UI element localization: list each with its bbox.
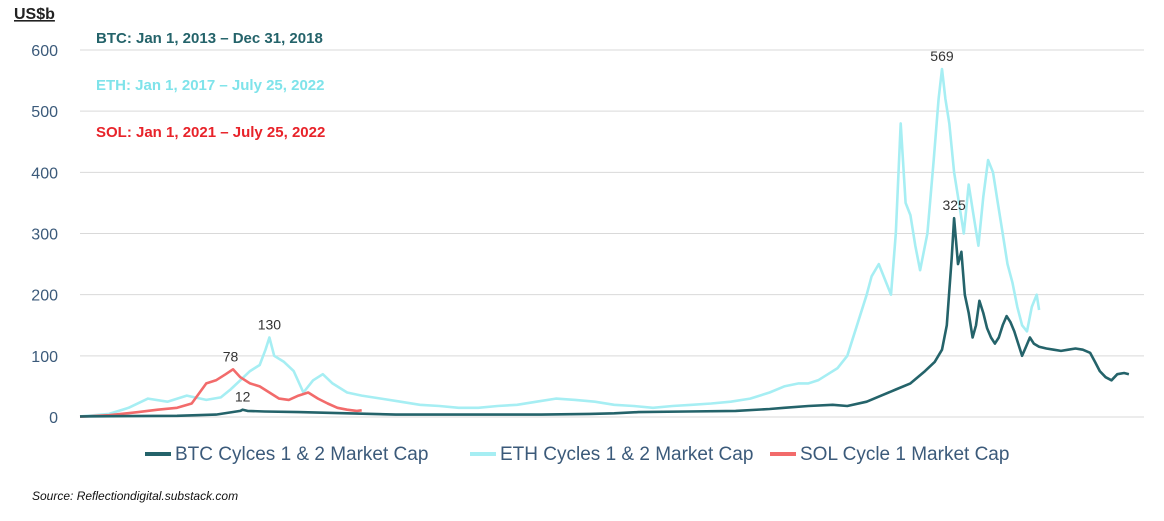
y-tick-label: 100 — [31, 349, 58, 366]
legend: BTC Cylces 1 & 2 Market Cap ETH Cycles 1 … — [145, 444, 1009, 465]
legend-label: SOL Cycle 1 Market Cap — [800, 444, 1009, 465]
y-tick-label: 500 — [31, 104, 58, 121]
series-line — [79, 67, 1041, 418]
annotation-text: BTC: Jan 1, 2013 – Dec 31, 2018 — [96, 30, 323, 47]
series-line — [79, 216, 1130, 418]
y-tick-label: 0 — [49, 410, 58, 427]
legend-label: BTC Cylces 1 & 2 Market Cap — [175, 444, 428, 465]
y-tick-label: 400 — [31, 165, 58, 182]
peak-labels: 569 325 130 78 12 — [223, 48, 966, 405]
y-tick-label: 600 — [31, 43, 58, 60]
series-line — [79, 368, 362, 418]
peak-label: 78 — [223, 348, 239, 364]
y-tick-label: 200 — [31, 288, 58, 305]
y-tick-label: 300 — [31, 227, 58, 244]
annotation-text: SOL: Jan 1, 2021 – July 25, 2022 — [96, 124, 325, 141]
peak-label: 325 — [942, 197, 966, 213]
annotation-text: ETH: Jan 1, 2017 – July 25, 2022 — [96, 77, 324, 94]
annotations: BTC: Jan 1, 2013 – Dec 31, 2018 ETH: Jan … — [96, 30, 325, 141]
legend-label: ETH Cycles 1 & 2 Market Cap — [500, 444, 753, 465]
y-tick-labels: 0 100 200 300 400 500 600 — [31, 43, 58, 427]
series-lines — [79, 67, 1130, 418]
y-axis-label: US$b — [14, 6, 55, 23]
peak-label: 569 — [930, 48, 954, 64]
source-text: Source: Reflectiondigital.substack.com — [32, 489, 238, 503]
peak-label: 12 — [235, 389, 251, 405]
gridlines — [80, 49, 1144, 418]
peak-label: 130 — [258, 316, 282, 332]
